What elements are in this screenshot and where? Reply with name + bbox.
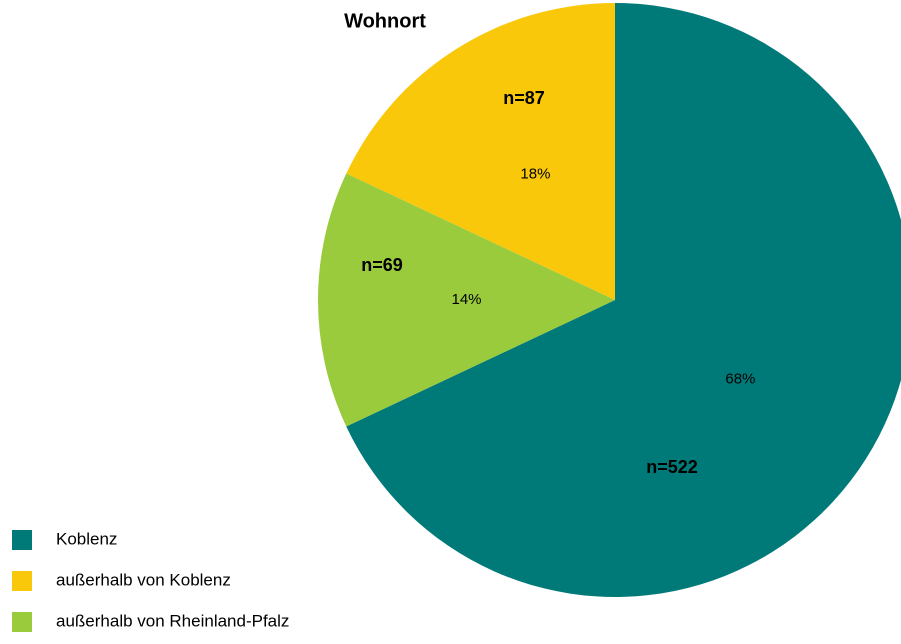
pie-slice [346, 3, 615, 300]
legend-swatch [12, 571, 32, 591]
value-label: 68% [725, 371, 755, 388]
legend: Koblenz außerhalb von Koblenz außerhalb vo… [12, 529, 289, 632]
legend-swatch [12, 612, 32, 632]
legend-label: Koblenz [56, 529, 117, 548]
value-label: 18% [520, 166, 550, 183]
count-label: n=522 [646, 457, 698, 477]
pie-slice [346, 3, 901, 597]
count-label: n=87 [503, 88, 545, 108]
legend-swatch [12, 530, 32, 550]
value-label: 14% [451, 291, 481, 308]
legend-label: außerhalb von Koblenz [56, 570, 231, 589]
chart-title: Wohnort [344, 10, 426, 32]
count-label: n=69 [361, 255, 403, 275]
legend-label: außerhalb von Rheinland-Pfalz [56, 611, 289, 630]
pie-slice [317, 173, 615, 427]
